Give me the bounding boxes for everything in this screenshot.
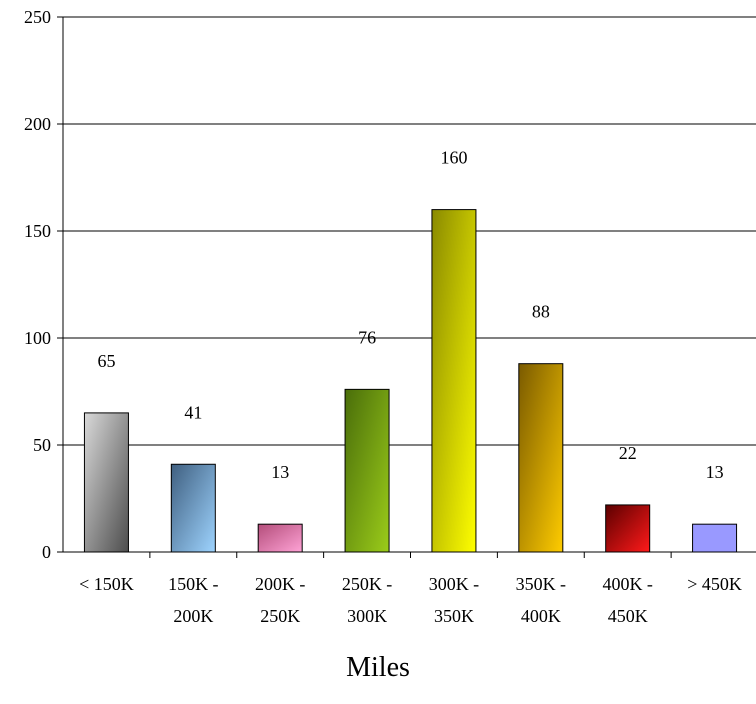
bars — [83, 209, 738, 553]
data-label: 22 — [619, 443, 637, 463]
x-tick-label: 250K — [260, 606, 300, 626]
data-label: 13 — [706, 462, 724, 482]
y-tick-label: 0 — [42, 542, 51, 562]
y-tick-label: 50 — [33, 435, 51, 455]
x-tick-label: 200K — [173, 606, 213, 626]
x-tick-label: 250K - — [342, 574, 393, 594]
y-tick-labels: 0 50 100 150 200 250 — [24, 7, 51, 562]
bar — [257, 523, 303, 553]
bar — [692, 523, 738, 553]
data-label: 76 — [358, 327, 376, 347]
x-tick-label: < 150K — [79, 574, 134, 594]
x-tick-label: 450K — [608, 606, 648, 626]
bar — [605, 504, 651, 553]
x-tick-labels: < 150K 150K - 200K 200K - 250K 250K - 300K 300K… — [79, 574, 742, 626]
data-label: 88 — [532, 302, 550, 322]
y-tick-label: 150 — [24, 221, 51, 241]
x-tick-label: 400K - — [602, 574, 653, 594]
data-label: 160 — [440, 148, 467, 168]
x-tick-label: 300K - — [429, 574, 480, 594]
y-tick-label: 200 — [24, 114, 51, 134]
bar — [170, 463, 216, 553]
x-tick-label: 350K — [434, 606, 474, 626]
data-labels: 65 41 13 76 160 88 22 13 — [97, 148, 723, 483]
gridlines — [63, 16, 756, 446]
data-label: 65 — [97, 351, 115, 371]
y-tick-label: 250 — [24, 7, 51, 27]
x-axis-label: Miles — [346, 652, 410, 683]
bar — [518, 363, 564, 553]
bar — [431, 209, 477, 553]
data-label: 13 — [271, 462, 289, 482]
bar — [83, 412, 129, 553]
x-tick-label: 150K - — [168, 574, 219, 594]
y-tick-label: 100 — [24, 328, 51, 348]
axes — [57, 16, 756, 558]
bar — [344, 388, 390, 553]
x-tick-label: 350K - — [516, 574, 567, 594]
x-tick-label: 400K — [521, 606, 561, 626]
data-label: 41 — [184, 402, 202, 422]
x-tick-label: > 450K — [687, 574, 742, 594]
x-tick-label: 300K — [347, 606, 387, 626]
x-tick-label: 200K - — [255, 574, 306, 594]
